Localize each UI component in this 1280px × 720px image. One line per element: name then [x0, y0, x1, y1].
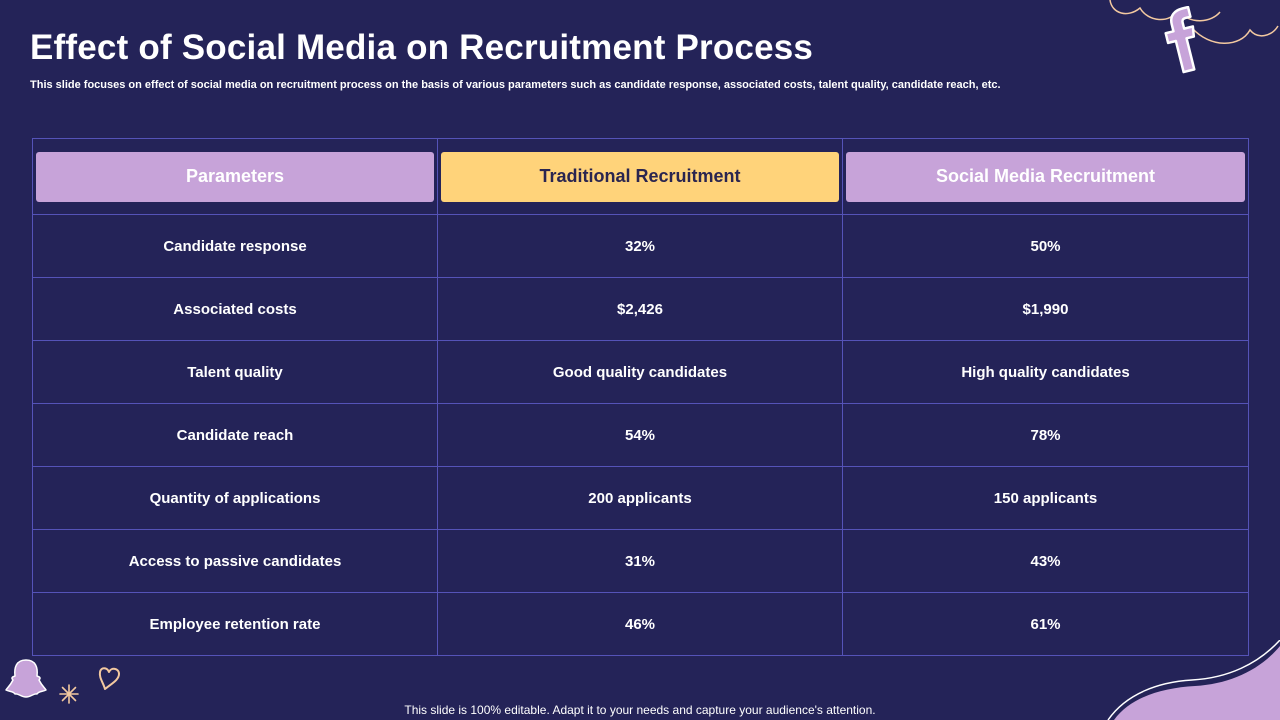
sparkle-icon — [59, 684, 79, 704]
wave-decoration — [1107, 640, 1280, 720]
table-cell-traditional: 200 applicants — [437, 466, 843, 530]
table-cell-traditional: $2,426 — [437, 277, 843, 341]
table-cell-traditional: Good quality candidates — [437, 340, 843, 404]
facebook-icon — [1164, 6, 1196, 74]
table-row: Talent quality Good quality candidates H… — [32, 340, 1249, 404]
table-cell-social-media: 61% — [842, 592, 1249, 656]
table-header-row: Parameters Traditional Recruitment Socia… — [32, 138, 1249, 215]
header-cell-parameters: Parameters — [32, 138, 438, 215]
table-row: Quantity of applications 200 applicants … — [32, 466, 1249, 530]
table-cell-parameter: Candidate reach — [32, 403, 438, 467]
table-cell-traditional: 31% — [437, 529, 843, 593]
table-cell-social-media: 78% — [842, 403, 1249, 467]
table-row: Candidate reach 54% 78% — [32, 403, 1249, 467]
table-row: Candidate response 32% 50% — [32, 214, 1249, 278]
table-cell-social-media: 150 applicants — [842, 466, 1249, 530]
table-cell-social-media: 43% — [842, 529, 1249, 593]
comparison-table-container: Parameters Traditional Recruitment Socia… — [32, 138, 1249, 656]
cloud-line-decoration — [1109, 0, 1279, 44]
header-label-parameters: Parameters — [36, 151, 434, 202]
table-row: Access to passive candidates 31% 43% — [32, 529, 1249, 593]
header-cell-social-media: Social Media Recruitment — [842, 138, 1249, 215]
table-cell-parameter: Access to passive candidates — [32, 529, 438, 593]
comparison-table: Parameters Traditional Recruitment Socia… — [32, 138, 1249, 656]
table-cell-traditional: 46% — [437, 592, 843, 656]
page-title: Effect of Social Media on Recruitment Pr… — [30, 28, 814, 67]
table-cell-social-media: $1,990 — [842, 277, 1249, 341]
heart-icon — [98, 667, 120, 690]
table-cell-parameter: Employee retention rate — [32, 592, 438, 656]
table-cell-parameter: Candidate response — [32, 214, 438, 278]
table-cell-parameter: Associated costs — [32, 277, 438, 341]
table-cell-parameter: Quantity of applications — [32, 466, 438, 530]
header-label-traditional: Traditional Recruitment — [441, 151, 839, 202]
table-cell-social-media: 50% — [842, 214, 1249, 278]
header-label-social-media: Social Media Recruitment — [846, 151, 1245, 202]
page-subtitle: This slide focuses on effect of social m… — [30, 79, 1001, 91]
table-cell-traditional: 54% — [437, 403, 843, 467]
table-row: Associated costs $2,426 $1,990 — [32, 277, 1249, 341]
table-cell-parameter: Talent quality — [32, 340, 438, 404]
table-cell-traditional: 32% — [437, 214, 843, 278]
table-row: Employee retention rate 46% 61% — [32, 592, 1249, 656]
snapchat-ghost-icon — [5, 659, 47, 698]
table-cell-social-media: High quality candidates — [842, 340, 1249, 404]
header-cell-traditional: Traditional Recruitment — [437, 138, 843, 215]
footer-note: This slide is 100% editable. Adapt it to… — [404, 703, 876, 717]
